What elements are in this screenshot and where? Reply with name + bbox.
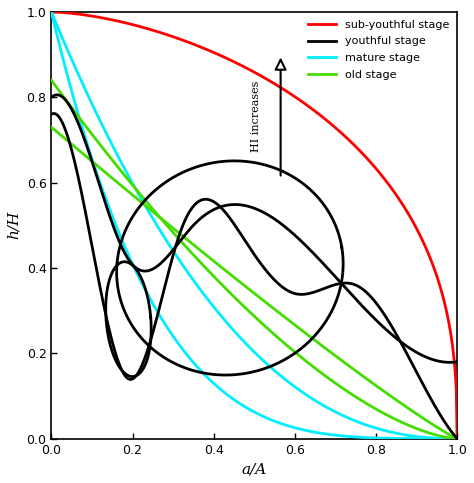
Y-axis label: h/H: h/H — [7, 211, 21, 240]
Legend: sub-youthful stage, youthful stage, mature stage, old stage: sub-youthful stage, youthful stage, matu… — [304, 15, 454, 84]
X-axis label: a/A: a/A — [242, 462, 267, 476]
Text: HI increases: HI increases — [251, 81, 261, 152]
